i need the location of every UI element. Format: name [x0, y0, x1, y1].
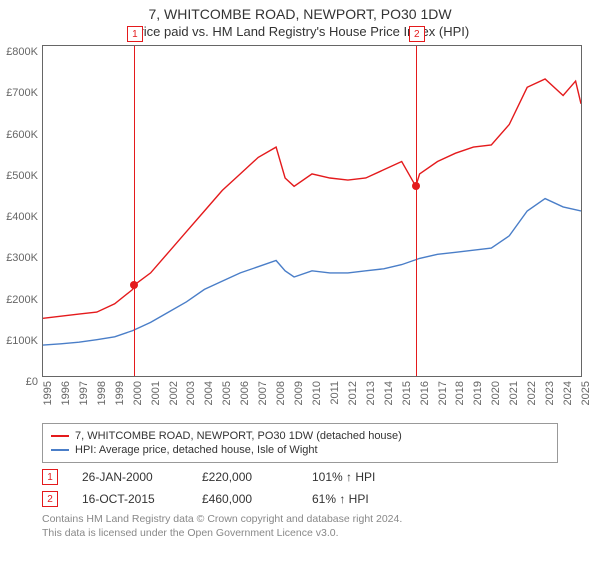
x-tick: 2013: [365, 381, 377, 405]
x-tick: 2001: [150, 381, 162, 405]
x-tick: 2023: [544, 381, 556, 405]
events-table: 1 26-JAN-2000£220,000101% ↑ HPI 2 16-OCT-20…: [42, 469, 558, 507]
y-tick: £600K: [6, 129, 38, 141]
x-tick: 1996: [60, 381, 72, 405]
x-tick: 2010: [311, 381, 323, 405]
event-date: 26-JAN-2000: [82, 470, 202, 484]
chart-svg: [43, 46, 581, 376]
y-tick: £200K: [6, 294, 38, 306]
x-axis: 1995 1996 1997 1998 1999 2000 2001 2002 2003 2004…: [42, 377, 580, 415]
x-tick: 2003: [185, 381, 197, 405]
series-hpi: [43, 199, 581, 346]
x-tick: 2025: [580, 381, 592, 405]
x-tick: 1999: [114, 381, 126, 405]
legend-swatch: [51, 435, 69, 437]
event-pct: 61% ↑ HPI: [312, 492, 422, 506]
x-tick: 2004: [203, 381, 215, 405]
x-tick: 2017: [437, 381, 449, 405]
x-tick: 2012: [347, 381, 359, 405]
event-date: 16-OCT-2015: [82, 492, 202, 506]
license-text: Contains HM Land Registry data © Crown c…: [42, 513, 558, 540]
x-tick: 2002: [168, 381, 180, 405]
x-tick: 2006: [239, 381, 251, 405]
x-tick: 2019: [472, 381, 484, 405]
event-vline-1: [134, 46, 135, 376]
y-axis: £0£100K£200K£300K£400K£500K£600K£700K£80…: [0, 52, 40, 384]
event-dot-2: [412, 182, 420, 190]
event-vline-2: [416, 46, 417, 376]
legend-label: 7, WHITCOMBE ROAD, NEWPORT, PO30 1DW (de…: [75, 430, 402, 442]
x-tick: 1997: [78, 381, 90, 405]
x-tick: 1998: [96, 381, 108, 405]
legend: 7, WHITCOMBE ROAD, NEWPORT, PO30 1DW (de…: [42, 423, 558, 463]
x-tick: 2018: [454, 381, 466, 405]
x-tick: 2015: [401, 381, 413, 405]
legend-row: HPI: Average price, detached house, Isle…: [51, 444, 549, 456]
event-dot-1: [130, 281, 138, 289]
x-tick: 2005: [221, 381, 233, 405]
x-tick: 2020: [490, 381, 502, 405]
event-pct: 101% ↑ HPI: [312, 470, 422, 484]
page-title: 7, WHITCOMBE ROAD, NEWPORT, PO30 1DW: [0, 6, 600, 22]
license-line1: Contains HM Land Registry data © Crown c…: [42, 513, 558, 527]
y-tick: £800K: [6, 46, 38, 58]
event-id-box: 2: [42, 491, 58, 507]
chart: 12: [42, 45, 582, 377]
event-marker-1: 1: [127, 26, 143, 42]
y-tick: £0: [26, 376, 38, 388]
legend-label: HPI: Average price, detached house, Isle…: [75, 444, 318, 456]
license-line2: This data is licensed under the Open Gov…: [42, 527, 558, 541]
y-tick: £300K: [6, 252, 38, 264]
x-tick: 2014: [383, 381, 395, 405]
x-tick: 2021: [508, 381, 520, 405]
event-row: 1 26-JAN-2000£220,000101% ↑ HPI: [42, 469, 558, 485]
event-row: 2 16-OCT-2015£460,00061% ↑ HPI: [42, 491, 558, 507]
x-tick: 2024: [562, 381, 574, 405]
event-marker-2: 2: [409, 26, 425, 42]
event-price: £220,000: [202, 470, 312, 484]
x-tick: 2011: [329, 381, 341, 405]
page-subtitle: Price paid vs. HM Land Registry's House …: [0, 24, 600, 39]
x-tick: 2008: [275, 381, 287, 405]
y-tick: £500K: [6, 170, 38, 182]
legend-swatch: [51, 449, 69, 451]
x-tick: 2022: [526, 381, 538, 405]
y-tick: £700K: [6, 87, 38, 99]
series-property: [43, 79, 581, 318]
y-tick: £400K: [6, 211, 38, 223]
x-tick: 1995: [42, 381, 54, 405]
event-price: £460,000: [202, 492, 312, 506]
event-id-box: 1: [42, 469, 58, 485]
x-tick: 2000: [132, 381, 144, 405]
legend-row: 7, WHITCOMBE ROAD, NEWPORT, PO30 1DW (de…: [51, 430, 549, 442]
x-tick: 2009: [293, 381, 305, 405]
y-tick: £100K: [6, 335, 38, 347]
x-tick: 2007: [257, 381, 269, 405]
x-tick: 2016: [419, 381, 431, 405]
